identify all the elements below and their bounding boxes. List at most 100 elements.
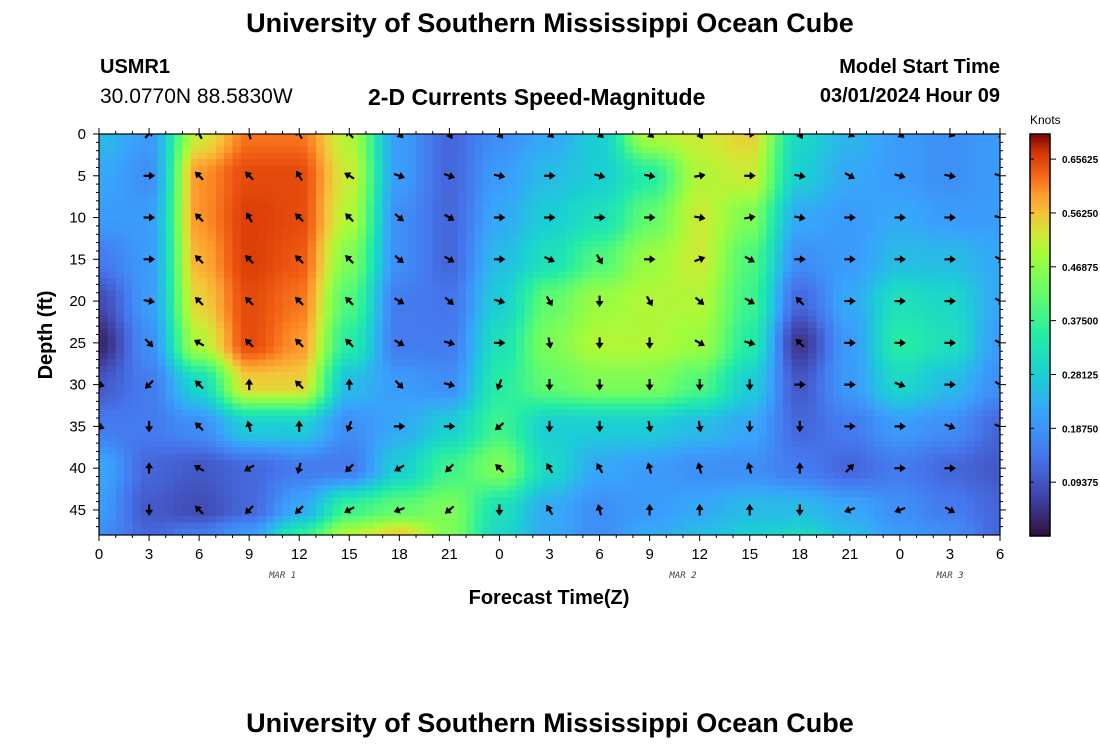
- x-tick-label: 0: [495, 546, 503, 563]
- current-arrow: [694, 171, 706, 180]
- current-arrow: [194, 171, 204, 181]
- current-arrow: [695, 420, 704, 433]
- current-arrow: [143, 255, 156, 264]
- current-arrow: [944, 297, 956, 306]
- axes: 0 3 6 9 12 15 18 21 0 3 6 9 12 15 18 21 0 3 6 MAR 1 MAR 2 MAR…: [69, 126, 1006, 581]
- current-arrow: [645, 379, 654, 391]
- current-arrow: [645, 503, 654, 516]
- current-arrow: [394, 379, 404, 389]
- x-tick-label: 18: [791, 546, 808, 563]
- current-arrow: [944, 213, 956, 222]
- current-arrow: [744, 339, 756, 347]
- model-start-value: 03/01/2024 Hour 09: [819, 85, 1000, 107]
- current-arrow: [443, 339, 456, 347]
- date-label: MAR 2: [668, 571, 696, 581]
- current-arrow: [245, 378, 254, 391]
- colorbar-tick-label: 0.46875: [1062, 263, 1099, 274]
- colorbar-tick-label: 0.09375: [1062, 478, 1099, 489]
- current-arrow: [744, 213, 756, 222]
- current-arrow: [794, 171, 806, 180]
- current-arrow: [994, 213, 1000, 222]
- current-arrow: [145, 462, 154, 474]
- current-arrow: [544, 171, 556, 180]
- x-tick-label: 6: [996, 546, 1004, 563]
- current-arrow: [194, 213, 204, 223]
- current-arrow: [694, 339, 705, 347]
- plot-title: 2-D Currents Speed-Magnitude: [368, 84, 706, 110]
- current-arrow: [493, 171, 506, 180]
- current-arrow: [444, 296, 454, 305]
- current-arrow: [294, 380, 304, 390]
- current-arrow: [944, 338, 956, 347]
- current-arrow: [394, 213, 404, 222]
- y-tick-label: 35: [69, 418, 86, 435]
- current-arrow: [844, 213, 856, 222]
- current-arrow: [844, 380, 856, 389]
- current-arrow: [944, 255, 956, 264]
- current-arrow: [894, 464, 906, 473]
- colorbar-gradient: [1029, 133, 1051, 537]
- current-arrow: [244, 505, 254, 515]
- chart-title: University of Southern Mississippi Ocean…: [246, 8, 854, 38]
- current-arrow: [393, 339, 405, 347]
- x-tick-label: 12: [291, 546, 308, 563]
- colorbar-tick-label: 0.56250: [1062, 209, 1099, 220]
- current-arrow: [545, 420, 554, 433]
- y-tick-label: 45: [69, 502, 86, 519]
- current-arrow: [394, 254, 404, 264]
- current-arrow: [594, 171, 606, 180]
- date-label: MAR 1: [268, 571, 296, 581]
- current-arrow: [944, 380, 956, 389]
- current-arrow: [294, 255, 304, 264]
- current-arrow: [595, 504, 604, 516]
- current-arrow: [994, 172, 1000, 180]
- current-arrow: [795, 462, 804, 474]
- current-arrow: [844, 297, 856, 306]
- colorbar-tick-label: 0.28125: [1062, 370, 1099, 381]
- current-arrow: [894, 213, 906, 222]
- y-tick-label: 30: [69, 377, 86, 394]
- x-tick-label: 0: [95, 546, 103, 563]
- current-arrow: [493, 297, 506, 305]
- y-tick-label: 20: [69, 293, 86, 310]
- current-arrow: [545, 337, 554, 349]
- current-arrow: [944, 171, 956, 180]
- current-arrow: [595, 295, 604, 308]
- footer-title: University of Southern Mississippi Ocean…: [246, 708, 854, 738]
- current-arrow: [545, 379, 554, 391]
- current-arrow: [194, 380, 204, 390]
- current-arrow: [796, 134, 804, 140]
- current-arrow: [745, 420, 754, 433]
- current-arrow: [345, 338, 354, 348]
- current-arrow: [795, 420, 804, 433]
- current-arrow: [393, 172, 405, 180]
- current-arrow: [493, 338, 506, 347]
- current-arrow: [645, 420, 654, 433]
- current-arrow: [99, 380, 105, 389]
- x-tick-label: 6: [195, 546, 203, 563]
- current-arrow: [445, 134, 453, 140]
- current-arrow: [795, 338, 805, 348]
- current-arrow: [394, 464, 405, 472]
- current-arrow: [143, 213, 156, 222]
- current-arrow: [744, 255, 755, 263]
- current-arrow: [844, 172, 855, 180]
- current-arrow: [744, 134, 756, 138]
- current-arrow: [244, 296, 254, 306]
- current-arrow: [546, 504, 554, 516]
- current-arrow: [545, 295, 553, 307]
- current-arrow: [444, 505, 455, 514]
- current-arrow: [444, 213, 455, 221]
- current-arrow: [844, 255, 856, 264]
- current-arrow: [645, 462, 654, 474]
- current-arrow: [194, 422, 204, 432]
- x-tick-label: 15: [741, 546, 758, 563]
- current-arrow: [144, 379, 154, 389]
- colorbar-tick-label: 0.18750: [1062, 424, 1099, 435]
- colorbar-tick-label: 0.37500: [1062, 317, 1099, 328]
- current-arrow: [144, 134, 154, 139]
- current-arrow: [894, 380, 906, 389]
- current-arrow: [194, 296, 204, 306]
- current-arrow: [845, 463, 855, 473]
